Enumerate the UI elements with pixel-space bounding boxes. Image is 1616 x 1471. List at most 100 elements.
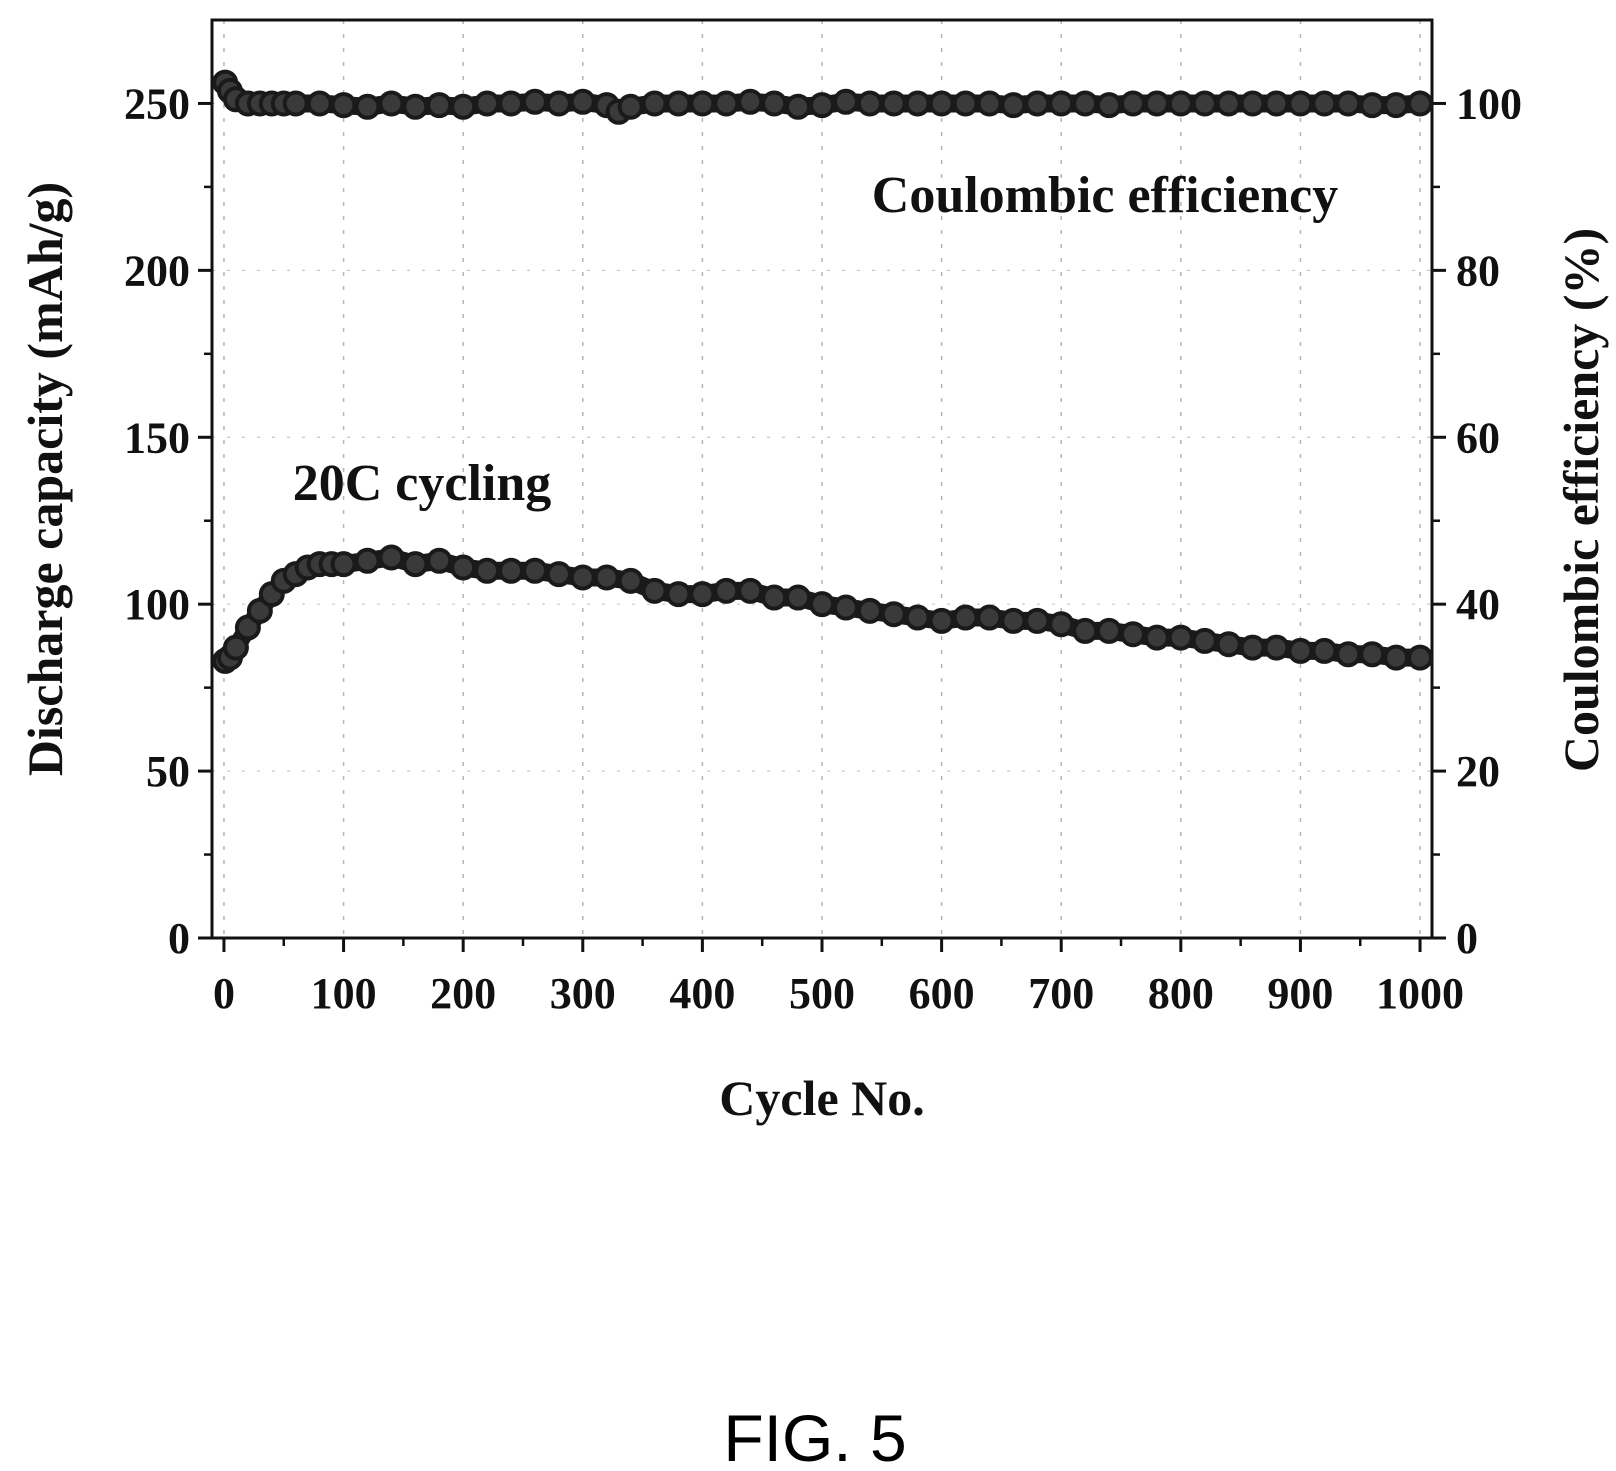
x-tick-label: 600: [909, 969, 975, 1018]
data-point: [1072, 617, 1099, 644]
data-point: [856, 90, 883, 117]
data-point: [665, 581, 692, 608]
x-tick-label: 900: [1267, 969, 1333, 1018]
data-point: [474, 90, 501, 117]
data-point: [952, 90, 979, 117]
left-y-axis-title: Discharge capacity (mAh/g): [17, 182, 73, 776]
data-point: [402, 551, 429, 578]
data-point: [904, 604, 931, 631]
x-tick-label: 0: [213, 969, 235, 1018]
data-point: [222, 634, 249, 661]
series-coulombic-efficiency: [212, 69, 1434, 125]
data-point: [1191, 627, 1218, 654]
data-point: [737, 577, 764, 604]
data-point: [689, 581, 716, 608]
data-point: [761, 90, 788, 117]
data-point: [450, 554, 477, 581]
x-tick-label: 300: [550, 969, 616, 1018]
data-series: [212, 69, 1434, 674]
data-point: [378, 544, 405, 571]
data-point: [378, 90, 405, 117]
data-point: [785, 93, 812, 120]
data-point: [689, 90, 716, 117]
figure-caption: FIG. 5: [723, 1401, 906, 1471]
x-tick-label: 200: [430, 969, 496, 1018]
x-tick-label: 500: [789, 969, 855, 1018]
data-point: [426, 92, 453, 119]
x-tick-label: 700: [1028, 969, 1094, 1018]
data-point: [832, 594, 859, 621]
data-point: [402, 93, 429, 120]
data-point: [617, 567, 644, 594]
data-point: [569, 88, 596, 115]
data-point: [569, 564, 596, 591]
data-point: [330, 551, 357, 578]
data-point: [1287, 90, 1314, 117]
data-point: [1263, 634, 1290, 661]
data-point: [1215, 90, 1242, 117]
data-point: [282, 90, 309, 117]
left-y-tick-label: 250: [124, 79, 190, 128]
left-y-tick-label: 0: [168, 914, 190, 963]
data-point: [1335, 641, 1362, 668]
data-point: [1024, 607, 1051, 634]
data-point: [1311, 90, 1338, 117]
data-point: [450, 93, 477, 120]
x-tick-label: 400: [669, 969, 735, 1018]
x-tick-label: 1000: [1376, 969, 1464, 1018]
data-point: [1191, 90, 1218, 117]
data-point: [880, 90, 907, 117]
data-point: [1143, 90, 1170, 117]
annotation-coulombic-efficiency: Coulombic efficiency: [872, 167, 1338, 224]
right-y-tick-label: 80: [1456, 246, 1500, 295]
data-point: [1048, 611, 1075, 638]
x-tick-label: 100: [311, 969, 377, 1018]
left-y-tick-label: 150: [124, 413, 190, 462]
data-point: [521, 88, 548, 115]
data-point: [761, 584, 788, 611]
left-y-tick-label: 200: [124, 246, 190, 295]
data-point: [1215, 631, 1242, 658]
data-point: [498, 557, 525, 584]
data-point: [641, 577, 668, 604]
right-y-axis-title: Coulombic efficiency (%): [1553, 228, 1609, 772]
data-point: [641, 90, 668, 117]
data-point: [713, 90, 740, 117]
data-point: [474, 557, 501, 584]
data-point: [1000, 92, 1027, 119]
data-point: [1096, 617, 1123, 644]
data-point: [593, 564, 620, 591]
data-point: [1407, 90, 1434, 117]
data-point: [832, 88, 859, 115]
right-y-tick-label: 60: [1456, 413, 1500, 462]
data-point: [1024, 90, 1051, 117]
data-point: [545, 90, 572, 117]
data-point: [809, 591, 835, 618]
right-y-tick-label: 40: [1456, 580, 1500, 629]
series-discharge-capacity: [212, 544, 1434, 674]
data-point: [904, 90, 931, 117]
data-point: [330, 92, 357, 119]
data-point: [354, 93, 381, 120]
annotation-20c-cycling: 20C cycling: [293, 455, 552, 512]
data-point: [545, 561, 572, 588]
right-y-tick-label: 0: [1456, 914, 1478, 963]
data-point: [1239, 634, 1266, 661]
data-point: [1072, 90, 1099, 117]
data-point: [737, 88, 764, 115]
data-point: [976, 604, 1003, 631]
data-point: [976, 90, 1003, 117]
left-y-tick-label: 50: [146, 747, 190, 796]
data-point: [617, 93, 644, 120]
data-point: [1359, 92, 1386, 119]
data-point: [713, 577, 740, 604]
x-tick-label: 800: [1148, 969, 1214, 1018]
data-point: [1383, 644, 1410, 671]
tick-labels: 0 100 200 300 400 500 600 700 800 900 100005010015…: [124, 79, 1522, 1018]
data-point: [1407, 644, 1434, 671]
data-point: [928, 90, 955, 117]
data-point: [1143, 624, 1170, 651]
data-point: [1119, 621, 1146, 648]
axis-ticks: [198, 101, 1446, 952]
